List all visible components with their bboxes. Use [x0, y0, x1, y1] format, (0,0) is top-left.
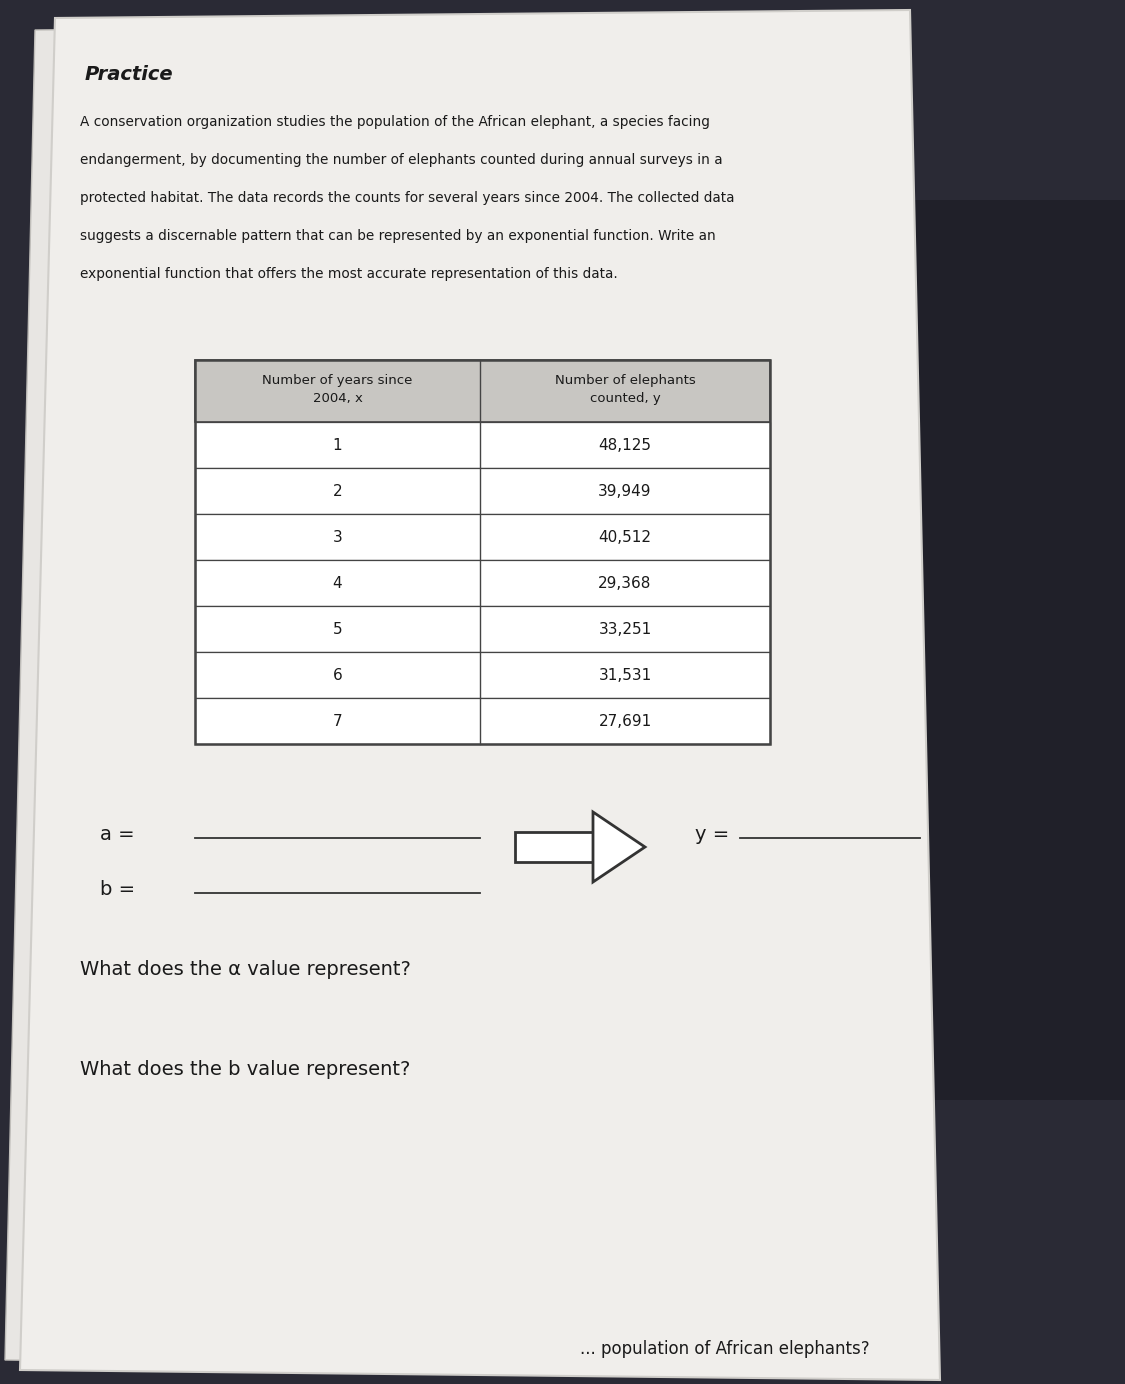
Bar — [195, 360, 770, 745]
Text: ... population of African elephants?: ... population of African elephants? — [580, 1340, 870, 1358]
Bar — [515, 832, 593, 862]
Text: Number of years since: Number of years since — [262, 374, 413, 388]
Text: 4: 4 — [333, 576, 342, 591]
Bar — [195, 468, 770, 513]
Text: exponential function that offers the most accurate representation of this data.: exponential function that offers the mos… — [80, 267, 618, 281]
Text: b =: b = — [100, 880, 135, 900]
Text: a =: a = — [100, 825, 135, 844]
Bar — [195, 606, 770, 652]
Text: 7: 7 — [333, 714, 342, 728]
Text: 33,251: 33,251 — [598, 621, 651, 637]
Polygon shape — [20, 10, 940, 1380]
Text: protected habitat. The data records the counts for several years since 2004. The: protected habitat. The data records the … — [80, 191, 735, 205]
Polygon shape — [593, 812, 645, 882]
Text: Practice: Practice — [86, 65, 173, 84]
Text: Number of elephants: Number of elephants — [555, 374, 695, 388]
Bar — [700, 201, 1125, 1100]
Text: 40,512: 40,512 — [598, 530, 651, 544]
Bar — [195, 561, 770, 606]
Bar — [195, 652, 770, 698]
Text: 2004, x: 2004, x — [313, 392, 362, 406]
Text: 39,949: 39,949 — [598, 483, 651, 498]
Text: 48,125: 48,125 — [598, 437, 651, 453]
Bar — [195, 513, 770, 561]
Text: 3: 3 — [333, 530, 342, 544]
Text: y =: y = — [695, 825, 729, 844]
Text: A conservation organization studies the population of the African elephant, a sp: A conservation organization studies the … — [80, 115, 710, 129]
Polygon shape — [4, 22, 910, 1370]
Bar — [195, 422, 770, 468]
Text: endangerment, by documenting the number of elephants counted during annual surve: endangerment, by documenting the number … — [80, 154, 722, 167]
Text: 31,531: 31,531 — [598, 667, 651, 682]
Bar — [195, 698, 770, 745]
Text: What does the b value represent?: What does the b value represent? — [80, 1060, 411, 1080]
Bar — [195, 360, 770, 422]
Text: 6: 6 — [333, 667, 342, 682]
Text: suggests a discernable pattern that can be represented by an exponential functio: suggests a discernable pattern that can … — [80, 228, 716, 244]
Text: 2: 2 — [333, 483, 342, 498]
Text: 1: 1 — [333, 437, 342, 453]
Text: counted, y: counted, y — [590, 392, 660, 406]
Text: What does the α value represent?: What does the α value represent? — [80, 960, 411, 978]
Text: 27,691: 27,691 — [598, 714, 651, 728]
Text: 29,368: 29,368 — [598, 576, 651, 591]
Text: 5: 5 — [333, 621, 342, 637]
